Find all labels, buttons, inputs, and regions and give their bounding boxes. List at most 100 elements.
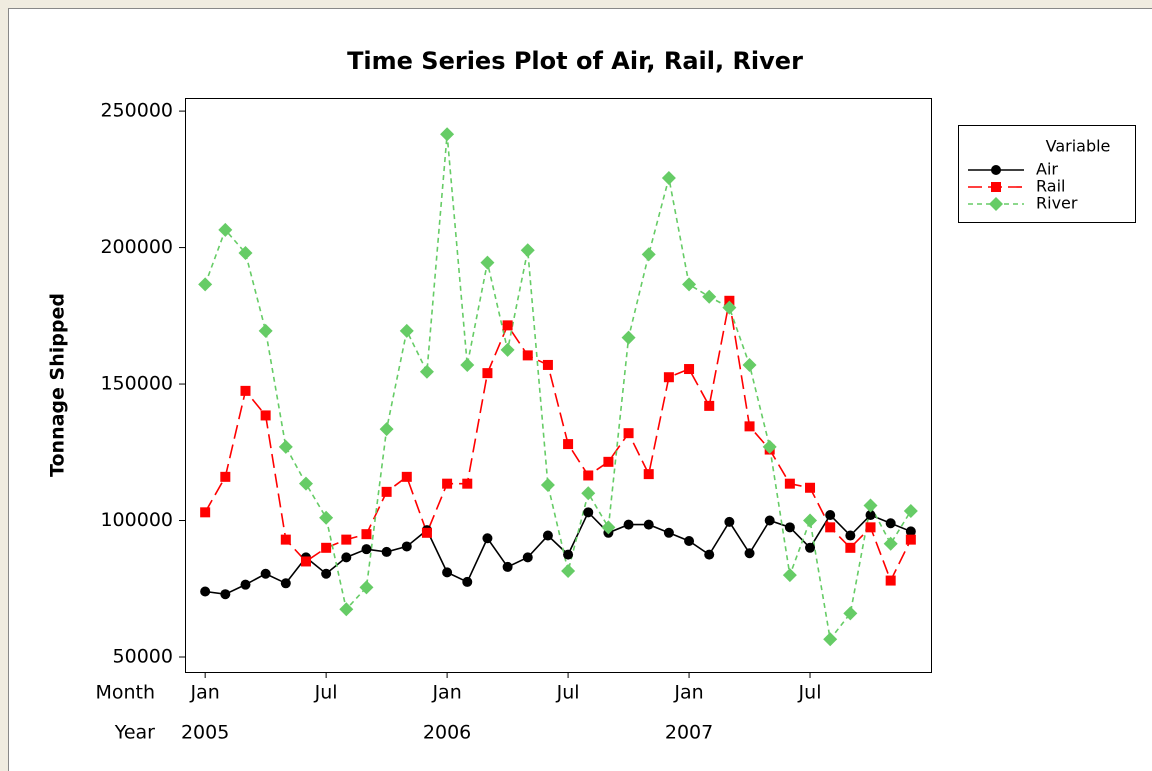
point [722, 300, 737, 315]
point [522, 350, 533, 361]
x-year-label: 2007 [665, 722, 713, 744]
point [561, 564, 576, 579]
y-tick-label: 250000 [100, 100, 173, 122]
point [883, 536, 898, 551]
point [863, 498, 878, 513]
legend-label: River [1036, 194, 1078, 213]
point [742, 357, 757, 372]
point [663, 372, 674, 383]
point [845, 530, 856, 541]
plot-area [185, 98, 932, 673]
point [300, 556, 311, 567]
point [260, 568, 271, 579]
point [280, 534, 291, 545]
point [805, 482, 816, 493]
point [661, 170, 676, 185]
point [684, 535, 695, 546]
point [399, 323, 414, 338]
point [421, 527, 432, 538]
point [442, 567, 453, 578]
y-tick-label: 200000 [100, 236, 173, 258]
point [825, 522, 836, 533]
point [843, 606, 858, 621]
point [401, 471, 412, 482]
point [361, 529, 372, 540]
point [280, 578, 291, 589]
point [482, 533, 493, 544]
point [643, 469, 654, 480]
point [198, 277, 213, 292]
point [784, 478, 795, 489]
point [462, 576, 473, 587]
legend-box [958, 125, 1136, 223]
point [440, 127, 455, 142]
x-tick-label: Jan [431, 682, 461, 704]
point [885, 518, 896, 529]
point [583, 470, 594, 481]
point [623, 428, 634, 439]
legend-label: Air [1036, 160, 1058, 179]
x-tick-label: Jul [798, 682, 822, 704]
legend-label: Rail [1036, 177, 1065, 196]
point [298, 476, 313, 491]
point [341, 552, 352, 563]
point [885, 575, 896, 586]
point [260, 410, 271, 421]
point [663, 527, 674, 538]
point [724, 516, 735, 527]
point [704, 400, 715, 411]
point [321, 568, 332, 579]
point [321, 542, 332, 553]
point [601, 520, 616, 535]
point [218, 222, 233, 237]
point [583, 507, 594, 518]
point [823, 632, 838, 647]
x-row-label: Month [95, 682, 155, 704]
x-year-label: 2006 [423, 722, 471, 744]
point [825, 510, 836, 521]
point [702, 289, 717, 304]
point [480, 255, 495, 270]
point [643, 519, 654, 530]
legend-marker [991, 165, 1001, 175]
x-tick-label: Jan [190, 682, 220, 704]
point [542, 359, 553, 370]
point [200, 507, 211, 518]
point [744, 421, 755, 432]
point [319, 510, 334, 525]
x-tick-label: Jul [556, 682, 580, 704]
point [865, 522, 876, 533]
point [905, 526, 916, 537]
point [359, 580, 374, 595]
legend-marker [989, 197, 1003, 211]
point [238, 246, 253, 261]
y-tick-label: 150000 [100, 373, 173, 395]
point [805, 542, 816, 553]
x-row-label: Year [114, 722, 155, 744]
point [704, 549, 715, 560]
legend-title: Variable [1046, 137, 1111, 156]
point [240, 579, 251, 590]
point [462, 478, 473, 489]
point [379, 422, 394, 437]
point [803, 513, 818, 528]
point [240, 385, 251, 396]
point [542, 530, 553, 541]
point [905, 534, 916, 545]
point [361, 544, 372, 555]
point [762, 439, 777, 454]
point [220, 589, 231, 600]
point [903, 503, 918, 518]
point [460, 357, 475, 372]
y-tick-label: 100000 [100, 509, 173, 531]
legend-marker [991, 182, 1001, 192]
point [502, 320, 513, 331]
point [401, 541, 412, 552]
point [278, 439, 293, 454]
point [744, 548, 755, 559]
point [381, 486, 392, 497]
y-tick-label: 50000 [113, 645, 173, 667]
point [482, 368, 493, 379]
